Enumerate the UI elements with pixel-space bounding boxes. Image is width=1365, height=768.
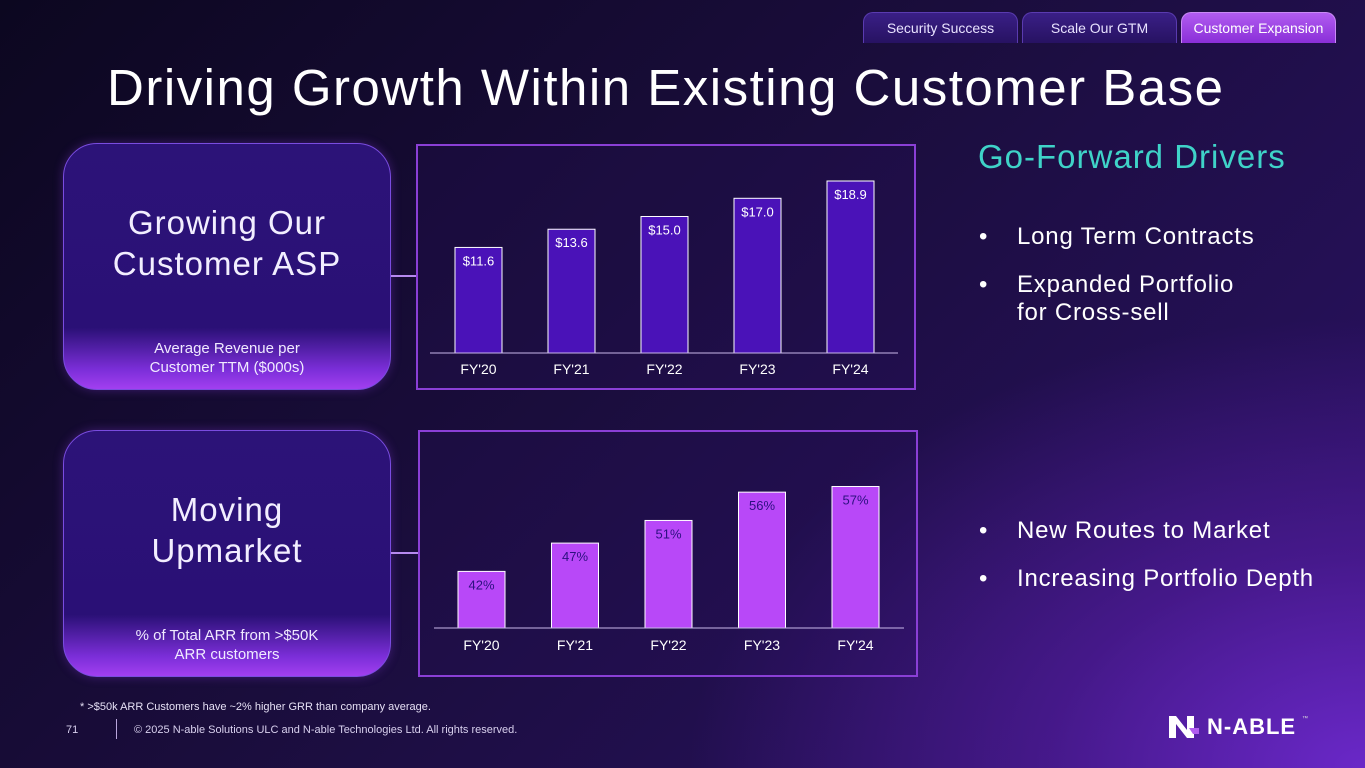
bar-FY24 bbox=[831, 485, 880, 629]
driver-item: Increasing Portfolio Depth bbox=[979, 565, 1314, 593]
x-tick-label: FY'21 bbox=[557, 637, 593, 653]
bar-value-label: $13.6 bbox=[555, 235, 588, 250]
x-tick-label: FY'20 bbox=[460, 361, 496, 377]
x-tick-label: FY'22 bbox=[646, 361, 682, 377]
bar-value-label: $17.0 bbox=[741, 204, 774, 219]
upmarket-bar-chart: 42% FY'20 47% FY'21 51% FY'22 56% FY'23 57% FY'24 bbox=[434, 485, 904, 653]
asp-chart: $11.6 FY'20 $13.6 FY'21 $15.0 FY'22 $17.0 FY'23… bbox=[416, 144, 916, 390]
driver-item: Long Term Contracts bbox=[979, 223, 1255, 251]
upmarket-card: Moving Upmarket % of Total ARR from >$50… bbox=[63, 430, 391, 677]
x-tick-label: FY'24 bbox=[832, 361, 868, 377]
tab-scale-our-gtm[interactable]: Scale Our GTM bbox=[1022, 12, 1177, 43]
bar-FY23 bbox=[738, 491, 786, 629]
bar-FY20 bbox=[457, 570, 506, 629]
tab-security-success[interactable]: Security Success bbox=[863, 12, 1018, 43]
footnote: * >$50k ARR Customers have ~2% higher GR… bbox=[80, 701, 431, 713]
asp-card: Growing Our Customer ASP Average Revenue… bbox=[63, 143, 391, 390]
copyright: © 2025 N-able Solutions ULC and N-able T… bbox=[134, 724, 518, 736]
bar-value-label: $11.6 bbox=[463, 253, 495, 268]
tab-customer-expansion[interactable]: Customer Expansion bbox=[1181, 12, 1336, 43]
logo-trademark: ™ bbox=[1302, 716, 1309, 722]
upmarket-connector bbox=[391, 552, 419, 554]
bar-FY21 bbox=[551, 542, 599, 629]
x-tick-label: FY'24 bbox=[837, 637, 873, 653]
bar-FY20 bbox=[454, 246, 503, 354]
logo-text: N-ABLE bbox=[1207, 714, 1297, 739]
bar-FY22 bbox=[644, 519, 693, 629]
bar-value-label: 57% bbox=[842, 492, 868, 507]
footer-divider bbox=[116, 719, 117, 739]
section-tabs: Security Success Scale Our GTM Customer … bbox=[863, 12, 1336, 43]
bar-value-label: $18.9 bbox=[834, 187, 867, 202]
bar-value-label: 47% bbox=[562, 549, 588, 564]
asp-card-subtitle: Average Revenue per Customer TTM ($000s) bbox=[149, 340, 305, 376]
drivers-list-1: Long Term Contracts Expanded Portfolio f… bbox=[979, 223, 1255, 347]
driver-item: New Routes to Market bbox=[979, 517, 1314, 545]
upmarket-chart: 42% FY'20 47% FY'21 51% FY'22 56% FY'23 57% FY'24 bbox=[418, 430, 918, 677]
n-able-logo: N-ABLE ™ bbox=[1167, 714, 1308, 740]
asp-card-title: Growing Our Customer ASP bbox=[112, 204, 342, 282]
bar-FY22 bbox=[640, 216, 689, 354]
bar-value-label: 56% bbox=[749, 498, 775, 513]
bar-value-label: 42% bbox=[468, 577, 494, 592]
n-able-logo-icon bbox=[1169, 716, 1199, 738]
drivers-title: Go-Forward Drivers bbox=[978, 138, 1286, 175]
x-tick-label: FY'20 bbox=[463, 637, 499, 653]
upmarket-card-title: Moving Upmarket bbox=[151, 491, 303, 569]
x-tick-label: FY'23 bbox=[744, 637, 780, 653]
bar-value-label: 51% bbox=[655, 526, 681, 541]
page-title: Driving Growth Within Existing Customer … bbox=[107, 59, 1225, 116]
upmarket-card-subtitle: % of Total ARR from >$50K ARR customers bbox=[135, 627, 319, 663]
bar-FY24 bbox=[826, 180, 875, 354]
bar-value-label: $15.0 bbox=[648, 223, 681, 238]
x-tick-label: FY'21 bbox=[553, 361, 589, 377]
page-number: 71 bbox=[66, 724, 79, 736]
x-tick-label: FY'23 bbox=[739, 361, 775, 377]
asp-connector bbox=[391, 275, 417, 277]
bar-FY23 bbox=[733, 197, 782, 354]
driver-item: Expanded Portfolio for Cross-sell bbox=[979, 271, 1255, 327]
drivers-list-2: New Routes to Market Increasing Portfoli… bbox=[979, 517, 1314, 613]
bar-FY21 bbox=[547, 228, 596, 354]
asp-bar-chart: $11.6 FY'20 $13.6 FY'21 $15.0 FY'22 $17.0 FY'23… bbox=[430, 180, 898, 377]
x-tick-label: FY'22 bbox=[650, 637, 686, 653]
